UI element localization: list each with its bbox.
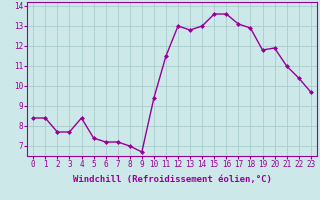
X-axis label: Windchill (Refroidissement éolien,°C): Windchill (Refroidissement éolien,°C) xyxy=(73,175,271,184)
